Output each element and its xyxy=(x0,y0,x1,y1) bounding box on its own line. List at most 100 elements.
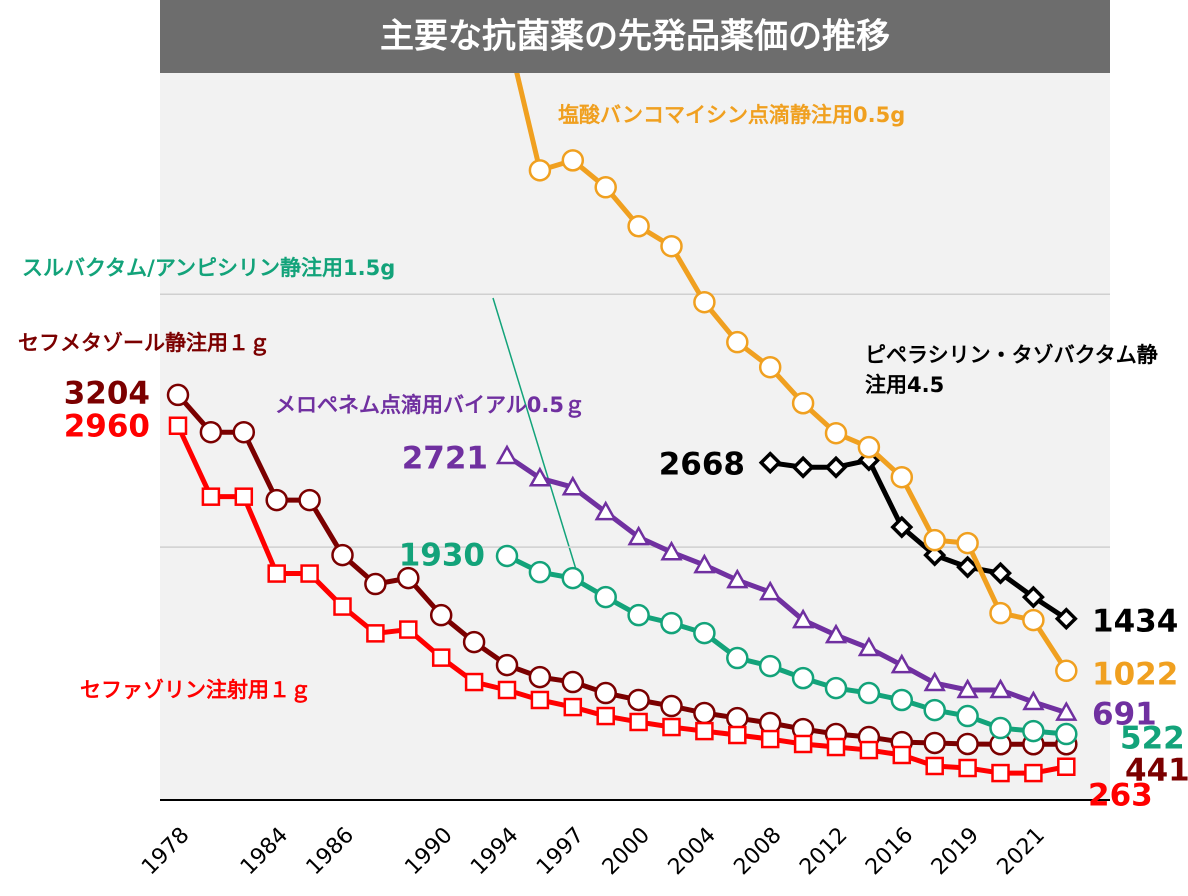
plot-background xyxy=(160,73,1110,800)
x-tick-label: 1990 xyxy=(400,823,457,880)
point xyxy=(693,553,716,574)
point xyxy=(826,737,846,757)
series-label: セファゾリン注射用１ｇ xyxy=(80,678,311,702)
x-tick-label: 2019 xyxy=(927,823,984,880)
point xyxy=(791,455,815,479)
point xyxy=(1022,719,1045,743)
point xyxy=(594,176,617,199)
value-label: 263 xyxy=(1088,778,1153,814)
point xyxy=(925,756,944,776)
point xyxy=(201,487,221,506)
point xyxy=(1021,585,1045,609)
point xyxy=(890,515,914,539)
point xyxy=(1024,763,1043,783)
point xyxy=(693,701,716,725)
point xyxy=(660,694,683,718)
point xyxy=(627,525,650,546)
point xyxy=(660,540,683,561)
point xyxy=(662,717,681,737)
point xyxy=(693,621,716,645)
point xyxy=(528,466,552,487)
point xyxy=(627,603,650,627)
point xyxy=(791,391,815,415)
point xyxy=(857,681,881,705)
point xyxy=(232,420,256,444)
point xyxy=(399,620,418,639)
x-tick-label: 1978 xyxy=(137,823,194,880)
point xyxy=(958,758,977,778)
point xyxy=(923,698,946,722)
point xyxy=(759,580,782,601)
value-label: 522 xyxy=(1120,721,1185,757)
point xyxy=(956,555,980,579)
point xyxy=(497,680,517,700)
series-label: セフメタゾール静注用１ｇ xyxy=(18,331,270,355)
point xyxy=(857,636,881,657)
point xyxy=(824,421,848,445)
point xyxy=(892,745,912,765)
point xyxy=(791,608,815,629)
series-line xyxy=(176,393,1067,747)
point xyxy=(561,475,584,496)
point xyxy=(791,666,815,690)
point xyxy=(563,697,583,717)
point xyxy=(594,585,617,609)
point xyxy=(561,670,585,694)
point xyxy=(693,290,716,314)
point xyxy=(760,729,780,749)
point xyxy=(265,488,288,512)
point xyxy=(726,646,749,670)
point xyxy=(1054,607,1078,631)
x-tick-label: 1984 xyxy=(236,823,293,880)
point xyxy=(793,734,813,754)
point xyxy=(824,455,848,479)
x-tick-label: 2016 xyxy=(861,823,918,880)
point xyxy=(824,676,848,700)
point xyxy=(956,678,979,699)
value-label: 1930 xyxy=(399,538,485,574)
series-label: スルバクタム/アンピシリン静注用1.5g xyxy=(22,256,396,280)
point xyxy=(857,435,881,459)
point xyxy=(234,487,254,506)
point xyxy=(1022,690,1045,711)
point xyxy=(890,465,914,489)
lines xyxy=(166,73,1078,783)
point xyxy=(333,597,352,616)
point xyxy=(1022,608,1045,632)
point xyxy=(364,572,387,596)
value-label: 1022 xyxy=(1092,657,1178,693)
point xyxy=(726,568,749,589)
x-tick-label: 2008 xyxy=(729,823,786,880)
series-line xyxy=(175,424,1067,776)
point xyxy=(495,544,519,568)
point xyxy=(199,420,223,444)
point xyxy=(627,214,650,238)
point xyxy=(956,704,979,728)
point xyxy=(890,653,913,674)
point xyxy=(923,543,947,567)
series-label: ピペラシリン・タゾバクタム静注用4.5 xyxy=(865,343,1158,397)
point xyxy=(824,623,848,644)
point xyxy=(758,355,782,379)
point xyxy=(530,690,550,710)
point xyxy=(429,603,453,627)
x-tick-label: 2004 xyxy=(664,823,721,880)
point xyxy=(726,706,749,730)
value-label: 1434 xyxy=(1092,604,1178,640)
value-label: 3204 xyxy=(64,376,150,412)
point xyxy=(528,159,552,182)
point xyxy=(561,566,585,590)
title-bar xyxy=(160,0,1110,73)
point xyxy=(397,566,420,590)
point xyxy=(989,716,1012,740)
point xyxy=(923,528,946,552)
point xyxy=(1055,659,1078,683)
point xyxy=(168,416,188,436)
point xyxy=(991,763,1010,783)
point xyxy=(660,611,683,635)
point xyxy=(956,732,979,756)
point xyxy=(495,653,519,677)
point xyxy=(728,725,747,745)
point xyxy=(495,444,519,465)
